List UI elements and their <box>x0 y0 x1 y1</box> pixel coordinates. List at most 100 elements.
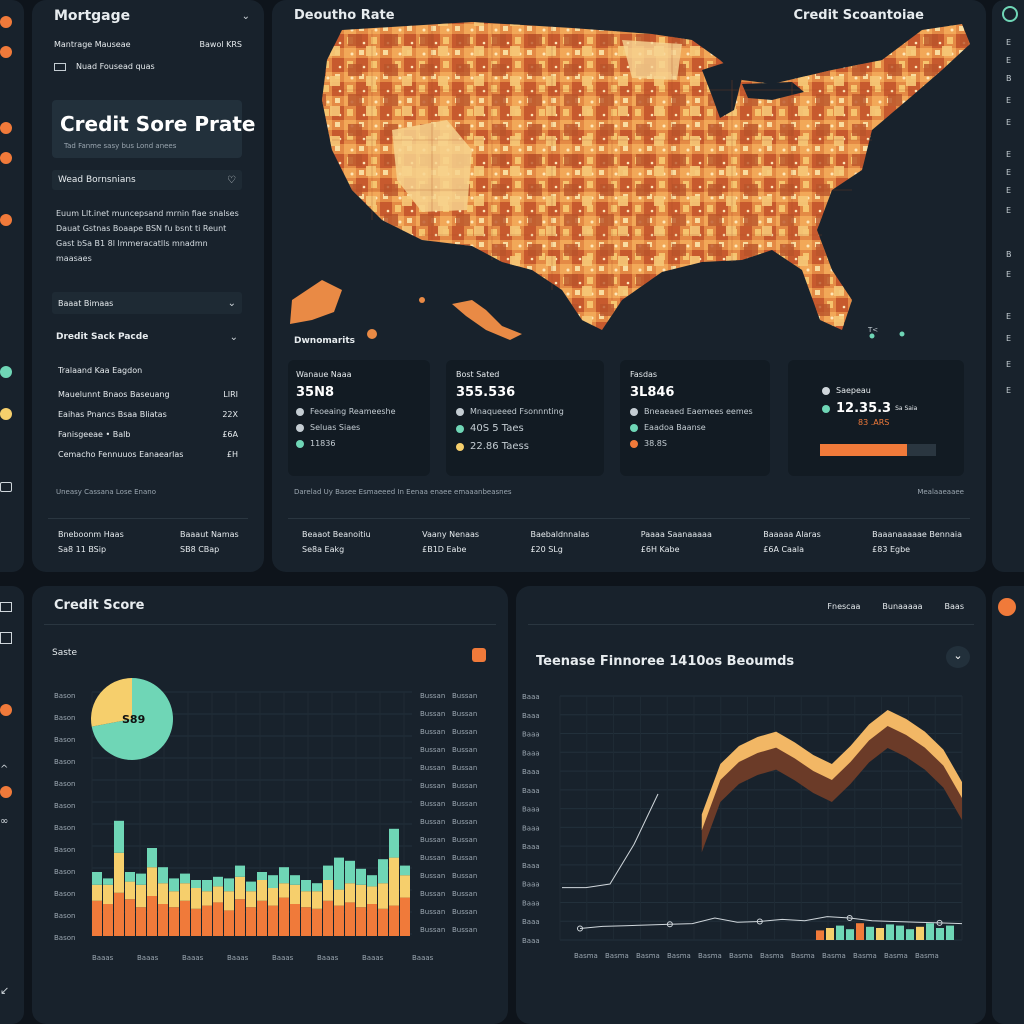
bar-segment <box>158 904 168 936</box>
y-tick-label: Bussan <box>420 710 445 718</box>
bar-segment <box>125 899 135 936</box>
top-link[interactable]: Baas <box>944 602 964 611</box>
x-tick-label: Basma <box>822 952 846 960</box>
top-link[interactable]: Fnescaa <box>827 602 861 611</box>
stat-card[interactable]: Wanaue Naaa 35N8 Feoeaing Reameeshe Selu… <box>288 360 430 476</box>
chevron-down-button[interactable]: ⌄ <box>946 646 970 668</box>
orange-circle-icon[interactable] <box>0 46 12 58</box>
us-choropleth-map[interactable]: T< <box>272 0 986 360</box>
right-strip-item[interactable]: B <box>1006 250 1012 259</box>
card-value: 35N8 <box>296 385 335 400</box>
bar-segment <box>125 872 135 882</box>
y-tick-label: Baaa <box>522 843 540 851</box>
hero-card: Credit Sore Prate Tad Fanme sasy bus Lon… <box>52 100 255 158</box>
menu-icon[interactable] <box>0 602 12 612</box>
map-panel: Deoutho Rate Credit Scoantoiae <box>272 0 986 572</box>
stat-card[interactable]: Bost Sated 355.536 Mnaqueeed Fsonnnting … <box>446 360 604 476</box>
bar-segment <box>136 884 146 908</box>
bar-segment <box>268 905 278 936</box>
map-light-region <box>622 40 682 80</box>
orange-circle-icon[interactable] <box>0 704 12 716</box>
right-strip-item[interactable]: E <box>1006 270 1012 279</box>
right-strip-item[interactable]: E <box>1006 186 1012 195</box>
orange-circle-icon[interactable] <box>0 122 12 134</box>
list-item: Fanisgeeae • Balb £6A <box>58 424 238 444</box>
y-tick-label: Baaa <box>522 806 540 814</box>
y-tick-label: Bussan <box>420 890 445 898</box>
y-tick-label: Bussan <box>452 926 477 934</box>
orange-circle-icon[interactable] <box>0 408 12 420</box>
bar-segment <box>92 872 102 885</box>
y-tick-label: Bason <box>54 802 75 810</box>
orange-circle-icon[interactable] <box>998 598 1016 616</box>
card-icon[interactable] <box>0 482 12 492</box>
orange-circle-icon[interactable] <box>0 16 12 28</box>
x-tick-label: Basma <box>574 952 598 960</box>
bar-segment <box>389 857 399 906</box>
list-item: Eaihas Pnancs Bsaa Bliatas 22X <box>58 404 238 424</box>
badge-icon[interactable]: ♡ <box>227 174 236 186</box>
card-head: Bost Sated <box>456 370 500 379</box>
card-row: Feoeaing Reameeshe <box>296 407 422 416</box>
chevron-down-icon[interactable]: ⌄ <box>227 297 236 309</box>
card-value: 3L846 <box>630 385 675 400</box>
arrow-icon[interactable]: ↙ <box>0 984 10 997</box>
x-tick-label: Basma <box>853 952 877 960</box>
chevron-down-icon[interactable]: ⌄ <box>229 331 238 343</box>
right-strip-item[interactable]: E <box>1006 96 1012 105</box>
link-icon[interactable]: ∞ <box>0 816 9 827</box>
right-strip-item[interactable]: E <box>1006 334 1012 343</box>
x-tick-label: Baaas <box>137 954 159 962</box>
top-link[interactable]: Bunaaaaa <box>882 602 923 611</box>
orange-circle-icon[interactable] <box>0 786 12 798</box>
info-line: Mantrage Mauseae <box>54 40 131 49</box>
user-icon[interactable] <box>1002 6 1018 22</box>
stat-card[interactable]: Saepeau 12.35.3 Sa Saia 83 .ARS <box>788 360 964 476</box>
dropdown-two[interactable]: Dredit Sack Pacde ⌄ <box>52 326 242 348</box>
stat-card[interactable]: Fasdas 3L846 Bneaeaed Eaemees eemes Eaad… <box>620 360 770 476</box>
trend-chart[interactable]: Baaa Baaa Baaa Baaa Baaa Baaa Baaa Baaa Baaa Baaa… <box>516 686 986 1024</box>
panel-title: Mortgage <box>54 8 131 24</box>
hero-subtitle: Tad Fanme sasy bus Lond anees <box>64 142 177 150</box>
bar <box>856 923 864 940</box>
bar <box>846 929 854 940</box>
right-strip-item[interactable]: E <box>1006 168 1012 177</box>
right-strip-item[interactable]: E <box>1006 150 1012 159</box>
card-head: Saepeau <box>836 386 871 395</box>
bar-segment <box>92 884 102 901</box>
panel-title: Credit Score <box>54 598 145 613</box>
chevron-up-icon[interactable]: ^ <box>0 764 9 775</box>
bar-segment <box>224 878 234 892</box>
y-tick-label: Bussan <box>452 836 477 844</box>
list-item-label: Fanisgeeae • Balb <box>58 429 131 439</box>
bar-segment <box>356 868 366 885</box>
right-strip-item[interactable]: E <box>1006 38 1012 47</box>
grid-icon[interactable] <box>0 632 12 644</box>
teal-circle-icon[interactable] <box>0 366 12 378</box>
right-strip-item[interactable]: B <box>1006 74 1012 83</box>
right-strip-item[interactable]: E <box>1006 118 1012 127</box>
y-tick-label: Bason <box>54 736 75 744</box>
right-strip-item[interactable]: E <box>1006 206 1012 215</box>
y-tick-label: Bussan <box>452 908 477 916</box>
right-strip-item[interactable]: E <box>1006 56 1012 65</box>
bar-segment <box>136 873 146 885</box>
right-strip-item[interactable]: E <box>1006 386 1012 395</box>
footer-value: Sa8 11 BSip <box>58 545 107 554</box>
demographics-label: Dwnomarits <box>294 336 356 346</box>
bar-segment <box>279 883 289 898</box>
right-strip-item[interactable]: E <box>1006 312 1012 321</box>
export-icon[interactable] <box>472 648 486 662</box>
divider <box>528 624 974 625</box>
credit-score-chart[interactable]: Bason Bason Bason Bason Bason Bason Bason Bason… <box>32 676 508 1024</box>
y-tick-label: Bussan <box>452 854 477 862</box>
left-strip-panel-top <box>0 0 24 572</box>
x-tick-label: Basma <box>636 952 660 960</box>
chevron-down-icon[interactable]: ⌄ <box>241 10 250 22</box>
hawaii <box>452 300 522 340</box>
orange-circle-icon[interactable] <box>0 152 12 164</box>
dropdown-one[interactable]: Baaat Bimaas ⌄ <box>52 292 242 314</box>
orange-circle-icon[interactable] <box>0 214 12 226</box>
right-strip-item[interactable]: E <box>1006 360 1012 369</box>
list-item: Cemacho Fennuuos Eanaearlas £H <box>58 444 238 464</box>
